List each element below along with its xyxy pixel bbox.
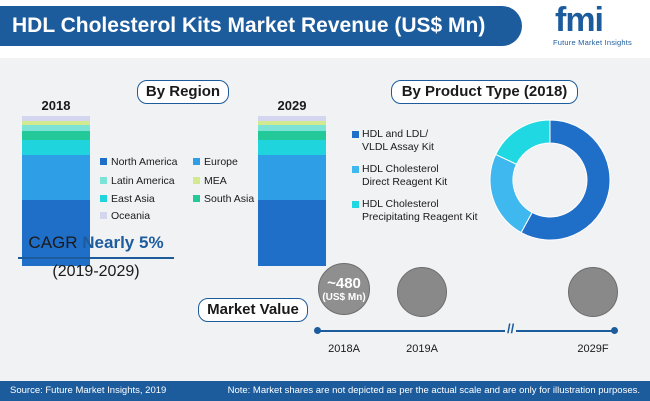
timeline-end-dot xyxy=(611,327,618,334)
legend-swatch xyxy=(100,176,107,184)
value-bubble-2019 xyxy=(397,267,447,317)
by-product-label: By Product Type (2018) xyxy=(391,80,578,104)
bar-segment-east-asia xyxy=(22,140,90,155)
bubble-unit: (US$ Mn) xyxy=(322,291,366,303)
bar-segment-north-america xyxy=(22,200,90,266)
bar-segment-oceania xyxy=(258,116,326,121)
bubble-value: ~480 xyxy=(327,274,361,292)
legend-swatch xyxy=(193,157,200,165)
cagr-divider xyxy=(18,257,174,259)
bar-segment-latin-america xyxy=(22,125,90,131)
legend-item-east-asia: East Asia xyxy=(100,193,155,205)
logo-mark: fmi xyxy=(555,1,604,39)
donut-slice-1 xyxy=(520,119,611,241)
bar-segment-latin-america xyxy=(258,125,326,131)
region-bar-2018 xyxy=(22,116,90,266)
legend-label: North America xyxy=(111,156,178,168)
bar-segment-europe xyxy=(22,155,90,200)
timeline-label-2018: 2018A xyxy=(328,343,360,355)
cagr-label: CAGR xyxy=(28,233,78,252)
donut-slice-3 xyxy=(495,119,551,165)
by-region-label: By Region xyxy=(137,80,229,104)
legend-item-direct-reagent: HDL Cholesterol Direct Reagent Kit xyxy=(352,163,502,189)
legend-label: Europe xyxy=(204,156,238,168)
legend-swatch xyxy=(193,176,200,184)
cagr-value: Nearly 5% xyxy=(82,233,164,252)
legend-label: Latin America xyxy=(111,175,175,187)
legend-swatch xyxy=(352,131,359,138)
value-bubble-2018: ~480 (US$ Mn) xyxy=(318,263,370,315)
bar-segment-mea xyxy=(22,120,90,125)
timeline-start-dot xyxy=(314,327,321,334)
cagr-period: (2019-2029) xyxy=(52,263,140,280)
legend-item-mea: MEA xyxy=(193,175,227,187)
legend-label-line: HDL and LDL/ xyxy=(362,128,429,140)
year-label-2018: 2018 xyxy=(41,98,71,113)
bar-segment-south-asia xyxy=(22,131,90,140)
legend-label: East Asia xyxy=(111,193,155,205)
legend-label: Oceania xyxy=(111,210,151,222)
legend-item-north-america: North America xyxy=(100,156,178,168)
legend-swatch xyxy=(100,157,107,165)
value-bubble-2029 xyxy=(568,267,618,317)
page-title: HDL Cholesterol Kits Market Revenue (US$… xyxy=(0,6,522,46)
bar-segment-europe xyxy=(258,155,326,200)
legend-label-line: HDL Cholesterol xyxy=(362,198,439,210)
footer-note: Note: Market shares are not depicted as … xyxy=(227,385,640,396)
product-donut-chart xyxy=(489,119,611,241)
cagr-block: CAGR Nearly 5% (2019-2029) xyxy=(18,233,174,281)
legend-label: South Asia xyxy=(204,193,255,205)
legend-swatch xyxy=(193,194,200,202)
product-legend: HDL and LDL/ VLDL Assay Kit HDL Choleste… xyxy=(352,128,502,233)
legend-label-line: Precipitating Reagent Kit xyxy=(362,211,478,223)
legend-item-europe: Europe xyxy=(193,156,238,168)
legend-swatch xyxy=(352,201,359,208)
legend-item-latin-america: Latin America xyxy=(100,175,175,187)
bar-segment-mea xyxy=(258,120,326,125)
logo-subtitle: Future Market Insights xyxy=(553,38,633,47)
legend-label-line: HDL Cholesterol xyxy=(362,163,439,175)
donut-slice-2 xyxy=(489,153,533,234)
footer-source: Source: Future Market Insights, 2019 xyxy=(10,385,167,396)
footer: Source: Future Market Insights, 2019 Not… xyxy=(0,381,650,401)
legend-swatch xyxy=(352,166,359,173)
year-label-2029: 2029 xyxy=(277,98,307,113)
logo: fmi Future Market Insights xyxy=(545,2,645,54)
legend-label-line: VLDL Assay Kit xyxy=(362,141,434,153)
timeline-label-2029: 2029F xyxy=(577,343,609,355)
timeline-axis xyxy=(318,330,614,332)
legend-swatch xyxy=(100,211,107,219)
legend-swatch xyxy=(100,194,107,202)
header: HDL Cholesterol Kits Market Revenue (US$… xyxy=(0,0,650,58)
legend-label: MEA xyxy=(204,175,227,187)
timeline-label-2019: 2019A xyxy=(406,343,438,355)
cagr-line: CAGR Nearly 5% xyxy=(18,233,174,253)
region-bar-2029 xyxy=(258,116,326,266)
legend-item-precipitating-reagent: HDL Cholesterol Precipitating Reagent Ki… xyxy=(352,198,502,224)
bar-segment-oceania xyxy=(22,116,90,121)
legend-label-line: Direct Reagent Kit xyxy=(362,176,448,188)
bar-segment-north-america xyxy=(258,200,326,266)
market-value-label: Market Value xyxy=(198,298,308,322)
timeline-break: // xyxy=(505,321,517,336)
legend-item-hdl-ldl: HDL and LDL/ VLDL Assay Kit xyxy=(352,128,502,154)
legend-item-oceania: Oceania xyxy=(100,210,150,222)
legend-item-south-asia: South Asia xyxy=(193,193,254,205)
bar-segment-east-asia xyxy=(258,140,326,155)
bar-segment-south-asia xyxy=(258,131,326,140)
